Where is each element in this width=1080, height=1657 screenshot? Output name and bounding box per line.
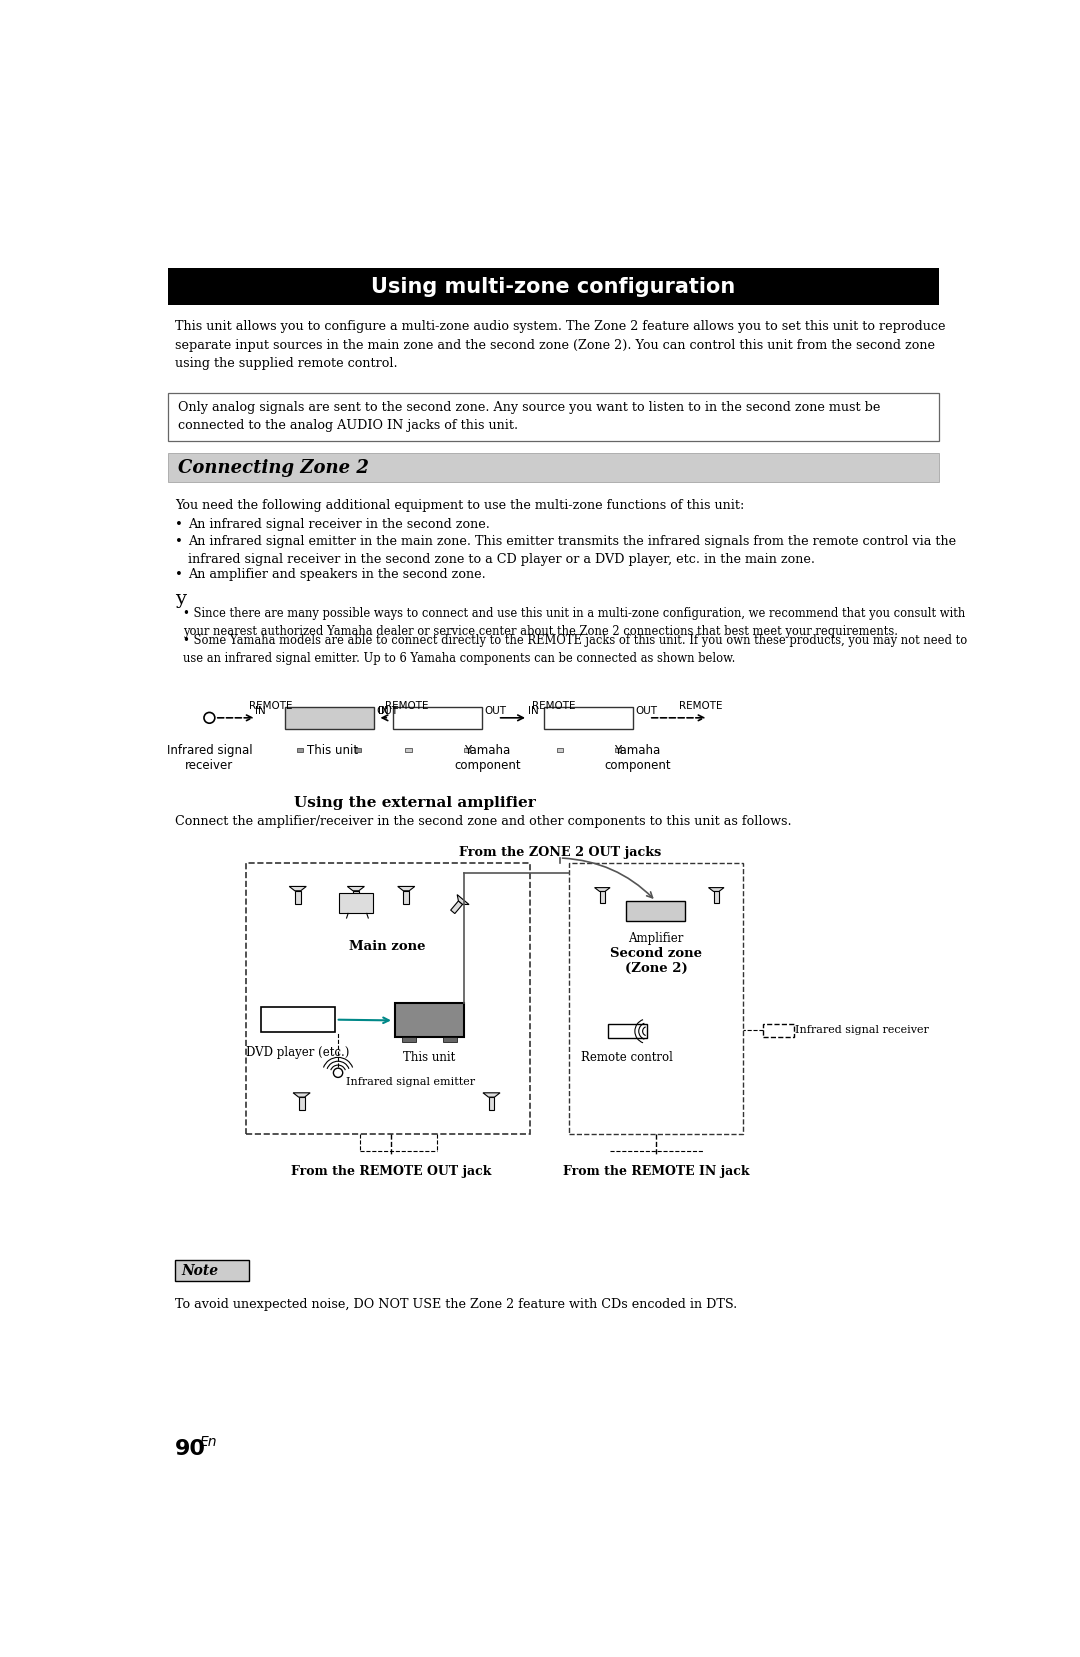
Text: Infrared signal emitter: Infrared signal emitter xyxy=(346,1077,475,1087)
Polygon shape xyxy=(295,891,300,903)
Bar xyxy=(626,901,685,921)
Polygon shape xyxy=(293,1094,310,1097)
Text: This unit allows you to configure a multi-zone audio system. The Zone 2 feature : This unit allows you to configure a mult… xyxy=(175,320,946,371)
Text: • Since there are many possible ways to connect and use this unit in a multi-zon: • Since there are many possible ways to … xyxy=(183,606,966,638)
Text: Infrared signal
receiver: Infrared signal receiver xyxy=(166,744,253,772)
Polygon shape xyxy=(714,891,719,903)
Bar xyxy=(443,1037,457,1042)
Text: • Some Yamaha models are able to connect directly to the REMOTE jacks of this un: • Some Yamaha models are able to connect… xyxy=(183,635,968,664)
Text: Second zone
(Zone 2): Second zone (Zone 2) xyxy=(610,948,702,976)
Bar xyxy=(615,747,621,752)
Bar xyxy=(260,1007,335,1032)
Text: IN: IN xyxy=(528,706,539,716)
Text: IN: IN xyxy=(378,706,389,716)
Bar xyxy=(405,747,411,752)
Text: Amplifier: Amplifier xyxy=(629,931,684,944)
Bar xyxy=(762,1024,794,1037)
Polygon shape xyxy=(403,891,409,903)
Polygon shape xyxy=(289,886,307,891)
Polygon shape xyxy=(353,891,359,903)
Bar xyxy=(556,747,563,752)
Text: REMOTE: REMOTE xyxy=(384,701,428,711)
Bar xyxy=(167,452,940,482)
Bar xyxy=(339,893,373,913)
Text: An infrared signal emitter in the main zone. This emitter transmits the infrared: An infrared signal emitter in the main z… xyxy=(188,535,956,567)
Polygon shape xyxy=(488,1097,495,1110)
Text: •: • xyxy=(175,568,184,582)
Polygon shape xyxy=(595,888,610,891)
Text: Note: Note xyxy=(181,1264,218,1278)
Bar xyxy=(569,863,743,1135)
Text: En: En xyxy=(200,1435,217,1450)
Polygon shape xyxy=(483,1094,500,1097)
Text: An amplifier and speakers in the second zone.: An amplifier and speakers in the second … xyxy=(188,568,485,582)
Text: Connect the amplifier/receiver in the second zone and other components to this u: Connect the amplifier/receiver in the se… xyxy=(175,815,792,828)
Bar xyxy=(393,708,482,729)
Text: OUT: OUT xyxy=(636,706,658,716)
Polygon shape xyxy=(348,886,364,891)
Polygon shape xyxy=(397,886,415,891)
Text: DVD player (etc.): DVD player (etc.) xyxy=(246,1046,350,1059)
Bar xyxy=(167,393,940,441)
Text: From the REMOTE OUT jack: From the REMOTE OUT jack xyxy=(291,1165,491,1178)
Text: Yamaha
component: Yamaha component xyxy=(604,744,671,772)
Polygon shape xyxy=(599,891,605,903)
Bar xyxy=(246,863,530,1135)
Polygon shape xyxy=(457,895,469,905)
Text: Using multi-zone configuration: Using multi-zone configuration xyxy=(372,277,735,297)
Text: IN: IN xyxy=(255,706,266,716)
Text: Connecting Zone 2: Connecting Zone 2 xyxy=(177,459,368,477)
Bar xyxy=(463,747,470,752)
Text: REMOTE: REMOTE xyxy=(531,701,576,711)
Bar xyxy=(544,708,633,729)
Text: REMOTE: REMOTE xyxy=(248,701,293,711)
Polygon shape xyxy=(299,1097,305,1110)
Bar xyxy=(284,708,374,729)
Text: OUT: OUT xyxy=(485,706,507,716)
Text: Using the external amplifier: Using the external amplifier xyxy=(294,795,536,810)
Bar xyxy=(403,1037,416,1042)
Text: Remote control: Remote control xyxy=(581,1051,673,1064)
Bar xyxy=(355,747,362,752)
Bar xyxy=(608,1024,647,1039)
Text: This unit: This unit xyxy=(403,1051,456,1064)
Text: Infrared signal receiver: Infrared signal receiver xyxy=(795,1026,929,1036)
Polygon shape xyxy=(708,888,724,891)
Text: You need the following additional equipment to use the multi-zone functions of t: You need the following additional equipm… xyxy=(175,499,745,512)
Text: 90: 90 xyxy=(175,1438,206,1458)
Text: From the ZONE 2 OUT jacks: From the ZONE 2 OUT jacks xyxy=(459,845,661,858)
Text: This unit: This unit xyxy=(307,744,359,757)
Text: •: • xyxy=(175,519,184,532)
Bar xyxy=(394,1004,464,1037)
Bar xyxy=(167,268,940,305)
Text: Only analog signals are sent to the second zone. Any source you want to listen t: Only analog signals are sent to the seco… xyxy=(177,401,880,432)
Text: OUT: OUT xyxy=(376,706,399,716)
Text: An infrared signal receiver in the second zone.: An infrared signal receiver in the secon… xyxy=(188,519,489,532)
Text: •: • xyxy=(175,535,184,547)
Text: From the REMOTE IN jack: From the REMOTE IN jack xyxy=(563,1165,750,1178)
Bar xyxy=(175,1259,248,1281)
Bar xyxy=(297,747,303,752)
Text: Yamaha
component: Yamaha component xyxy=(455,744,521,772)
Text: REMOTE: REMOTE xyxy=(679,701,723,711)
Text: To avoid unexpected noise, DO NOT USE the Zone 2 feature with CDs encoded in DTS: To avoid unexpected noise, DO NOT USE th… xyxy=(175,1299,738,1311)
Polygon shape xyxy=(450,901,462,913)
Text: y: y xyxy=(175,590,187,608)
Text: Main zone: Main zone xyxy=(349,941,426,953)
